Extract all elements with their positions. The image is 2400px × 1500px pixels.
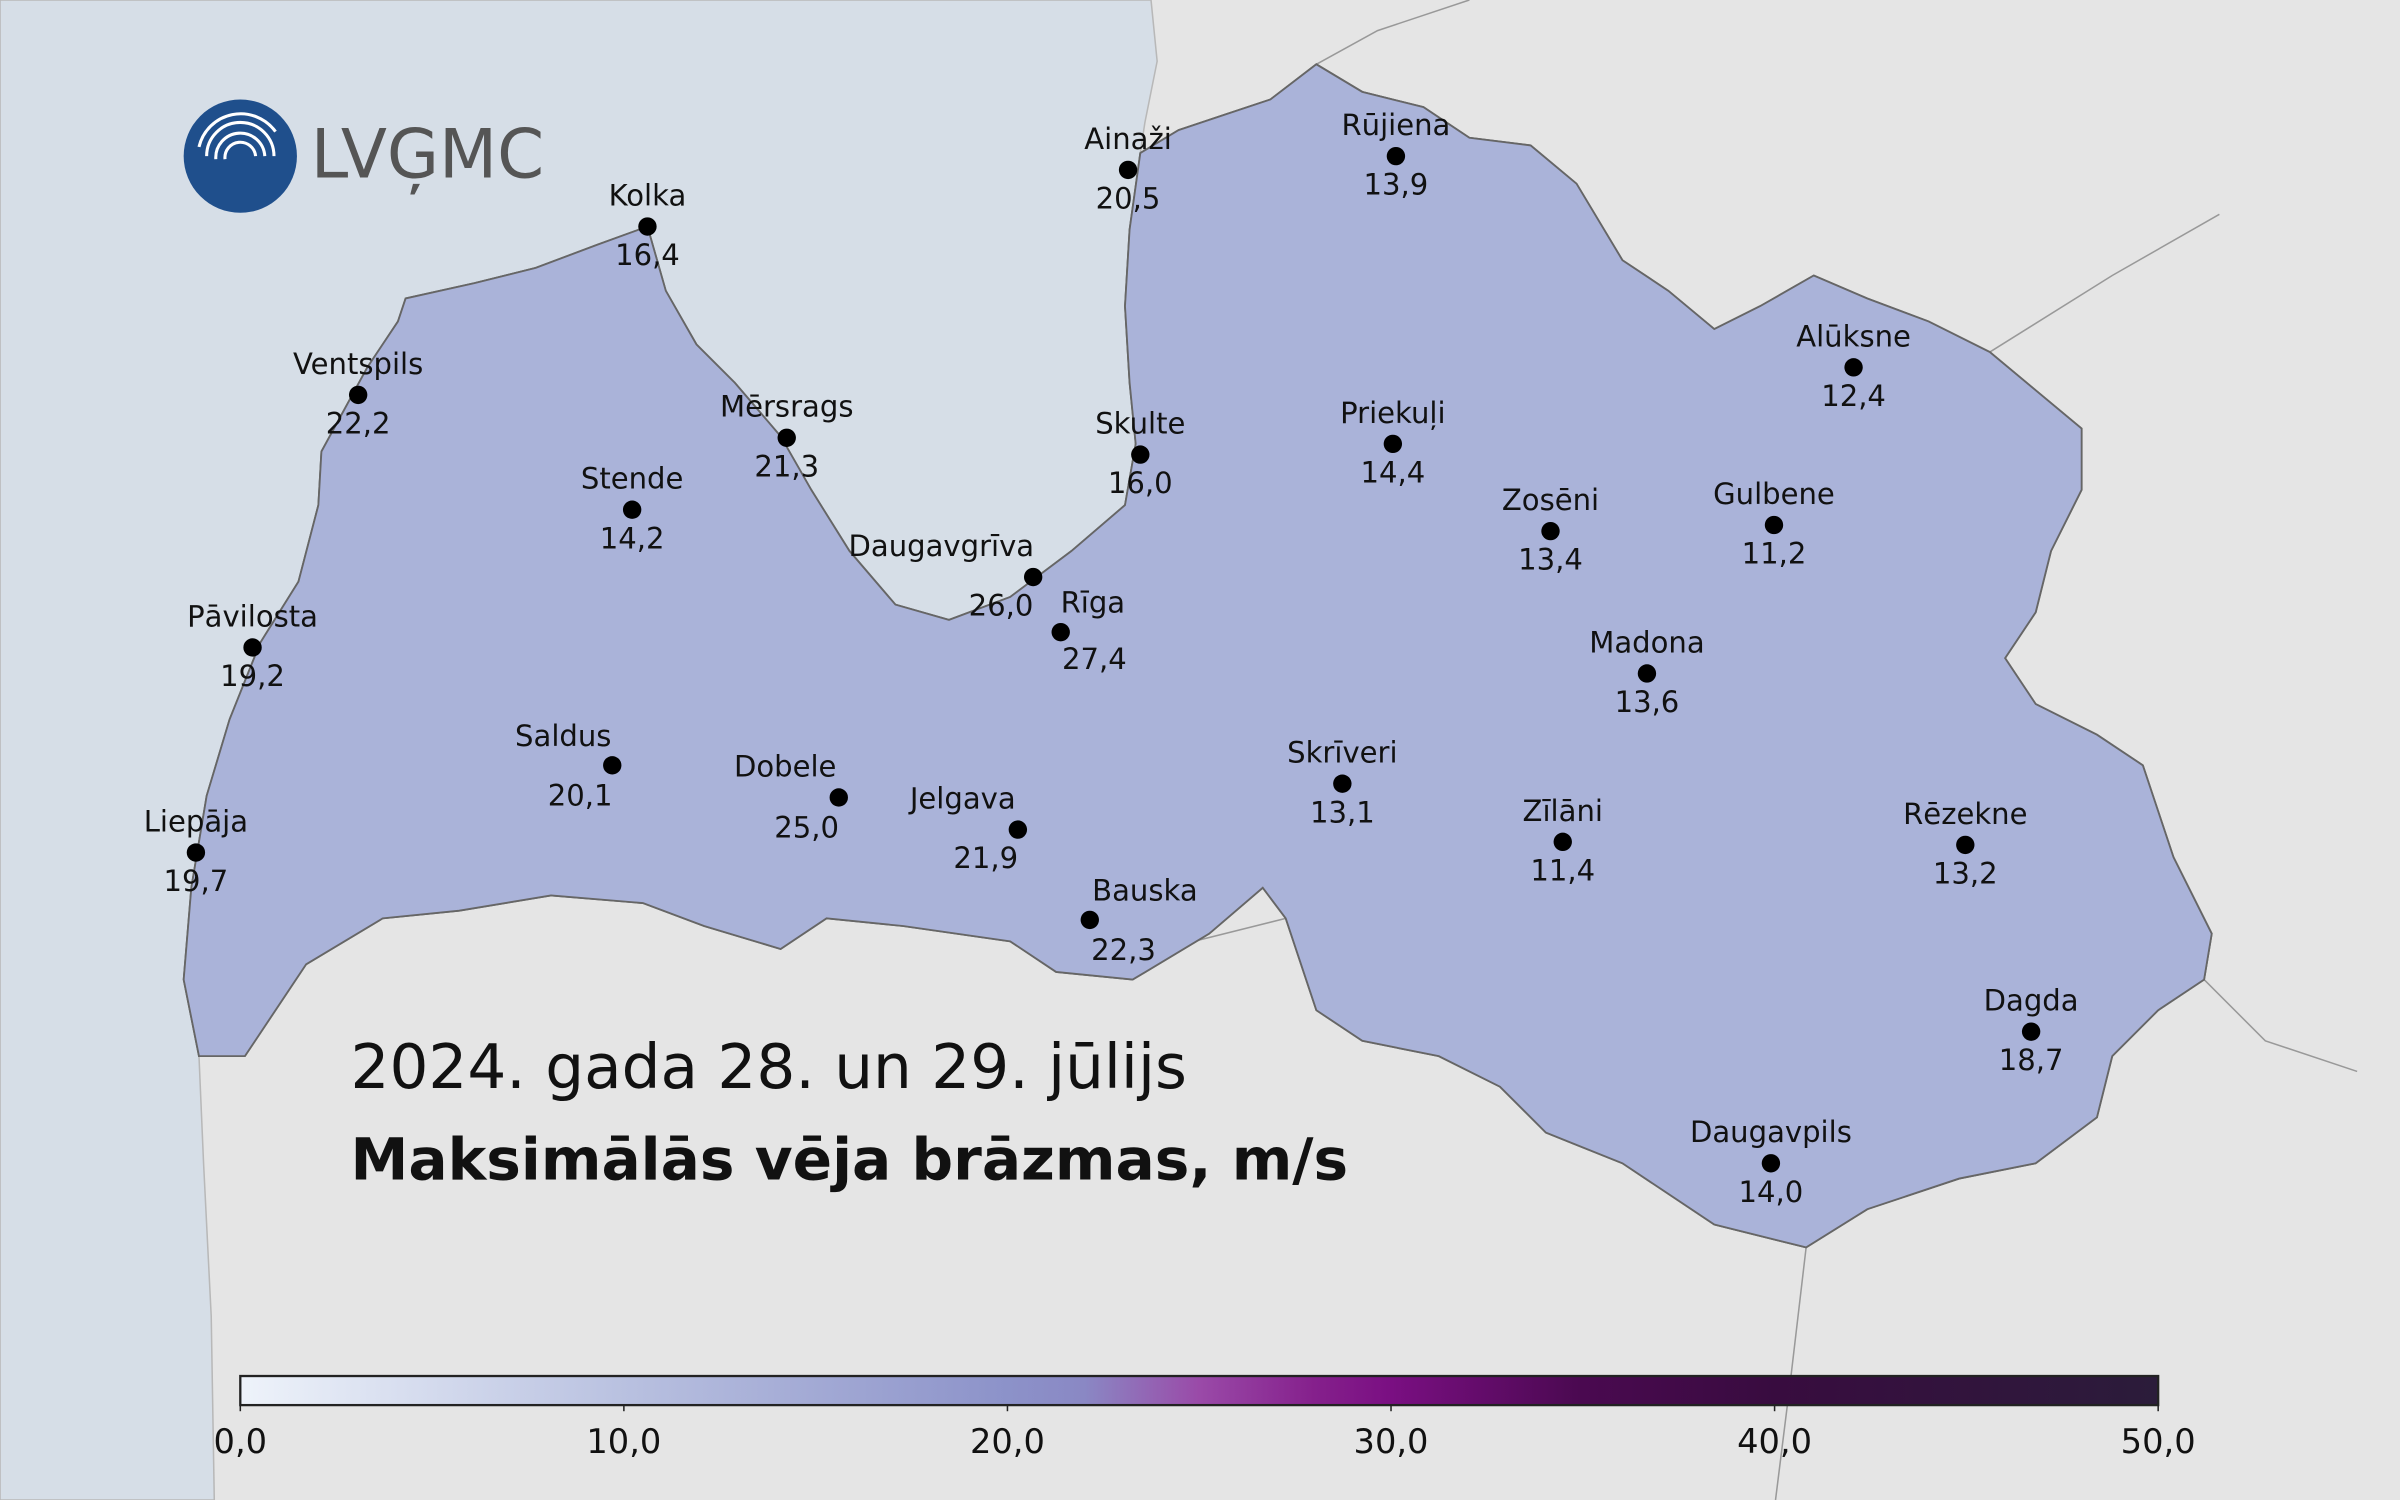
station-value: 25,0	[774, 811, 839, 845]
station-name: Daugavpils	[1690, 1115, 1852, 1149]
logo-text: LVĢMC	[311, 115, 544, 195]
station-value: 13,4	[1518, 543, 1583, 577]
station-dot	[1383, 434, 1403, 454]
station-value: 27,4	[1062, 642, 1127, 676]
station-name: Rīga	[1061, 586, 1126, 620]
station-dot	[186, 843, 206, 862]
station-dot	[1541, 521, 1560, 541]
border-lines	[1163, 0, 2358, 1500]
station-dot	[829, 788, 848, 807]
colorbar-tick-label: 40,0	[1737, 1422, 1812, 1461]
station-value: 13,9	[1364, 168, 1429, 202]
station-name: Rūjiena	[1341, 108, 1450, 142]
station-name: Skulte	[1095, 407, 1185, 441]
station-value: 13,1	[1310, 795, 1375, 829]
station-value: 20,5	[1096, 182, 1161, 216]
station-name: Priekuļi	[1340, 396, 1445, 430]
colorbar-tick-label: 20,0	[970, 1422, 1045, 1461]
logo: LVĢMC	[183, 99, 544, 213]
station-name: Liepāja	[144, 804, 248, 838]
station-name: Zosēni	[1502, 483, 1599, 517]
station-dot	[243, 638, 262, 657]
station-name: Pāvilosta	[187, 599, 318, 633]
station-dot	[622, 500, 642, 519]
station-dot	[1637, 664, 1657, 683]
station-dot	[1761, 1154, 1781, 1173]
station-dot	[2021, 1022, 2041, 1041]
station-dot	[1764, 515, 1784, 535]
station-dot	[348, 385, 368, 405]
station-name: Bauska	[1092, 873, 1198, 907]
station-dot	[1844, 358, 1863, 377]
station-value: 21,3	[754, 449, 819, 483]
station-name: Saldus	[515, 719, 611, 753]
station-name: Kolka	[609, 178, 687, 212]
colorbar-tick-label: 30,0	[1354, 1422, 1429, 1461]
station-value: 22,2	[326, 407, 391, 441]
station-value: 19,2	[220, 659, 285, 693]
station-dot	[1080, 910, 1099, 930]
station-dot	[1956, 835, 1975, 855]
station-value: 14,4	[1360, 455, 1425, 489]
station-dot	[603, 756, 622, 775]
station-value: 16,0	[1108, 466, 1173, 500]
station-value: 26,0	[969, 589, 1034, 623]
station-value: 19,7	[164, 864, 229, 898]
station-name: Madona	[1589, 625, 1704, 659]
station-dot	[1051, 622, 1070, 642]
map-title: 2024. gada 28. un 29. jūlijs	[351, 1032, 1187, 1103]
station-dot	[1023, 567, 1043, 587]
station-value: 14,0	[1739, 1175, 1804, 1209]
colorbar-tick-label: 50,0	[2121, 1422, 2196, 1461]
station-dot	[1553, 832, 1572, 852]
station-value: 12,4	[1821, 379, 1886, 413]
station-dot	[1386, 146, 1406, 166]
station-value: 13,6	[1615, 685, 1680, 719]
station-value: 18,7	[1999, 1043, 2064, 1077]
station-name: Daugavgrīva	[848, 529, 1034, 563]
station-name: Alūksne	[1796, 319, 1911, 353]
station-name: Jelgava	[908, 782, 1016, 816]
station-value: 14,2	[600, 521, 665, 555]
colorbar-ticks: 0,0 10,0 20,0 30,0 40,0 50,0	[214, 1405, 2196, 1461]
station-name: Dagda	[1984, 984, 2079, 1018]
station-dot	[1008, 820, 1028, 839]
station-dot	[638, 217, 657, 236]
station-value: 16,4	[615, 238, 680, 272]
station-value: 11,2	[1742, 537, 1807, 571]
station-name: Stende	[581, 462, 684, 496]
station-dot	[1118, 160, 1138, 180]
station-value: 13,2	[1933, 857, 1998, 891]
map-subtitle: Maksimālās vēja brāzmas, m/s	[351, 1125, 1349, 1193]
colorbar-tick-label: 0,0	[214, 1422, 268, 1461]
station-dot	[1131, 445, 1150, 464]
station-name: Skrīveri	[1287, 736, 1397, 770]
station-name: Ainaži	[1084, 122, 1172, 156]
logo-swirl	[197, 112, 277, 160]
station-name: Zīlāni	[1523, 794, 1603, 828]
station-name: Dobele	[734, 749, 837, 783]
station-value: 20,1	[548, 778, 613, 812]
station-name: Ventspils	[293, 347, 423, 381]
station-value: 11,4	[1530, 853, 1595, 887]
station-name: Mērsrags	[720, 390, 853, 424]
stations: Ainaži 20,5 Rūjiena 13,9 Kolka 16,4 Ventspils 2…	[144, 108, 2079, 1209]
station-dot	[1333, 774, 1352, 793]
station-dot	[777, 428, 796, 447]
station-value: 21,9	[953, 841, 1018, 875]
station-name: Rēzekne	[1903, 797, 2027, 831]
station-value: 22,3	[1091, 933, 1156, 967]
logo-mark	[183, 99, 297, 213]
colorbar	[239, 1374, 2160, 1407]
station-name: Gulbene	[1713, 477, 1835, 511]
colorbar-tick-label: 10,0	[586, 1422, 661, 1461]
